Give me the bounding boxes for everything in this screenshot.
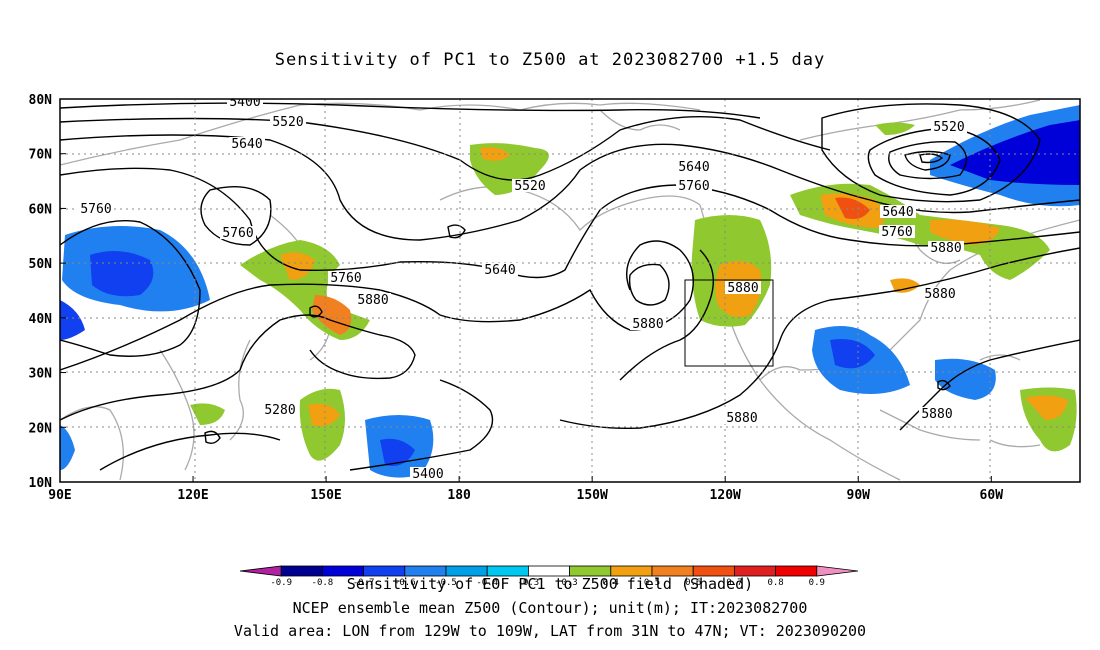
contour-label-bg (879, 225, 915, 238)
contour-label: 5880 (357, 293, 388, 308)
colorbar-tick-label: -0.3 (518, 578, 540, 588)
contour-label: 5400 (412, 467, 443, 482)
map-frame (59, 98, 1081, 483)
footer-line-1: Sensitivity of EOF PC1 to Z500 field (Sh… (346, 575, 754, 593)
shading-positive (190, 122, 1077, 461)
colorbar-tick-label: 0.8 (767, 578, 783, 588)
map-title: Sensitivity of PC1 to Z500 at 2023082700… (274, 50, 826, 70)
lat-label: 30N (29, 367, 53, 382)
lat-label: 70N (29, 148, 53, 163)
colorbar-tick-label: 0.9 (809, 578, 825, 588)
contour-label: 5760 (80, 202, 111, 217)
contour-label-bg (482, 263, 518, 276)
contour-label-bg (922, 287, 958, 300)
contour-label-bg (328, 271, 364, 284)
contour-label-bg (630, 317, 666, 330)
contour-label: 5880 (727, 281, 758, 296)
lat-label: 80N (29, 93, 53, 108)
colorbar-cell (816, 565, 859, 577)
contour-label-bg (725, 281, 761, 294)
lon-label: 150E (310, 488, 341, 503)
contour-label-bg (931, 120, 967, 133)
lon-label: 90W (847, 488, 871, 503)
colorbar-tick-label: -0.8 (312, 578, 334, 588)
contour-label: 5880 (930, 241, 961, 256)
footer-line-3: Valid area: LON from 129W to 109W, LAT f… (233, 622, 867, 640)
contour-label-bg (355, 293, 391, 306)
contour-label: 5640 (678, 160, 709, 175)
footer-line-2: NCEP ensemble mean Z500 (Contour); unit(… (292, 599, 808, 617)
contour-label: 5760 (678, 179, 709, 194)
contour-label: 5640 (484, 263, 515, 278)
colorbar-tick-label: -0.7 (353, 578, 375, 588)
contour-label: 5520 (933, 120, 964, 135)
contour-label-bg (229, 137, 265, 150)
lon-label: 90E (48, 488, 71, 503)
shading-negative (60, 105, 1080, 478)
contour-label: 5880 (726, 411, 757, 426)
map-area: 5400 5520 5640 5760 5760 5520 5640 5760 5880 5640… (60, 95, 1080, 482)
contour-label-bg (928, 241, 964, 254)
contour-label: 5880 (632, 317, 663, 332)
contour-label-bg (676, 160, 712, 173)
colorbar-tick-label: -0.5 (435, 578, 457, 588)
colorbar-tick-label: 0.5 (644, 578, 660, 588)
contour-label-bg (78, 202, 114, 215)
contour-label: 5520 (514, 179, 545, 194)
lon-label: 60W (980, 488, 1004, 503)
contour-label: 5520 (272, 115, 303, 130)
contour-label: 5760 (222, 226, 253, 241)
contour-label-bg (676, 179, 712, 192)
coastlines (60, 99, 1080, 481)
colorbar-tick-label: -0.6 (394, 578, 416, 588)
colorbar-tick-label: -0.9 (270, 578, 292, 588)
colorbar-tick-label: 0.7 (726, 578, 742, 588)
contour-label-bg (410, 467, 446, 480)
contour-label-bg (919, 407, 955, 420)
lon-label: 120W (710, 488, 741, 503)
colorbar-tick-label: 0.4 (603, 578, 619, 588)
contour-label-bg (880, 205, 916, 218)
contour-label-bg (724, 411, 760, 424)
contour-label-bg (262, 403, 298, 416)
contour-label: 5640 (231, 137, 262, 152)
colorbar-tick-label: 0.3 (561, 578, 577, 588)
contour-label-bg (270, 115, 306, 128)
contour-label: 5760 (330, 271, 361, 286)
colorbar-tick-label: 0.6 (685, 578, 701, 588)
contour-label: 5760 (881, 225, 912, 240)
lon-label: 150W (577, 488, 608, 503)
valid-area-box (684, 279, 774, 367)
colorbar: -0.9 -0.8 -0.7 -0.6 -0.5 -0.4 -0.3 0.3 0.4 0.5 0.6… (239, 565, 859, 588)
contour-label: 5280 (264, 403, 295, 418)
contour-label: 5640 (882, 205, 913, 220)
contour-label: 5880 (921, 407, 952, 422)
colorbar-tick-label: -0.4 (476, 578, 498, 588)
lat-label: 10N (29, 476, 53, 491)
contour-label-bg (227, 99, 263, 108)
lat-label: 40N (29, 312, 53, 327)
lat-label: 60N (29, 202, 53, 217)
contour-label-bg (512, 179, 548, 192)
lat-label: 20N (29, 421, 53, 436)
lon-label: 180 (447, 488, 471, 503)
contour-label: 5880 (924, 287, 955, 302)
lon-label: 120E (177, 488, 208, 503)
contour-label-bg (220, 226, 256, 239)
contour-label: 5400 (229, 95, 260, 110)
lat-label: 50N (29, 257, 53, 272)
